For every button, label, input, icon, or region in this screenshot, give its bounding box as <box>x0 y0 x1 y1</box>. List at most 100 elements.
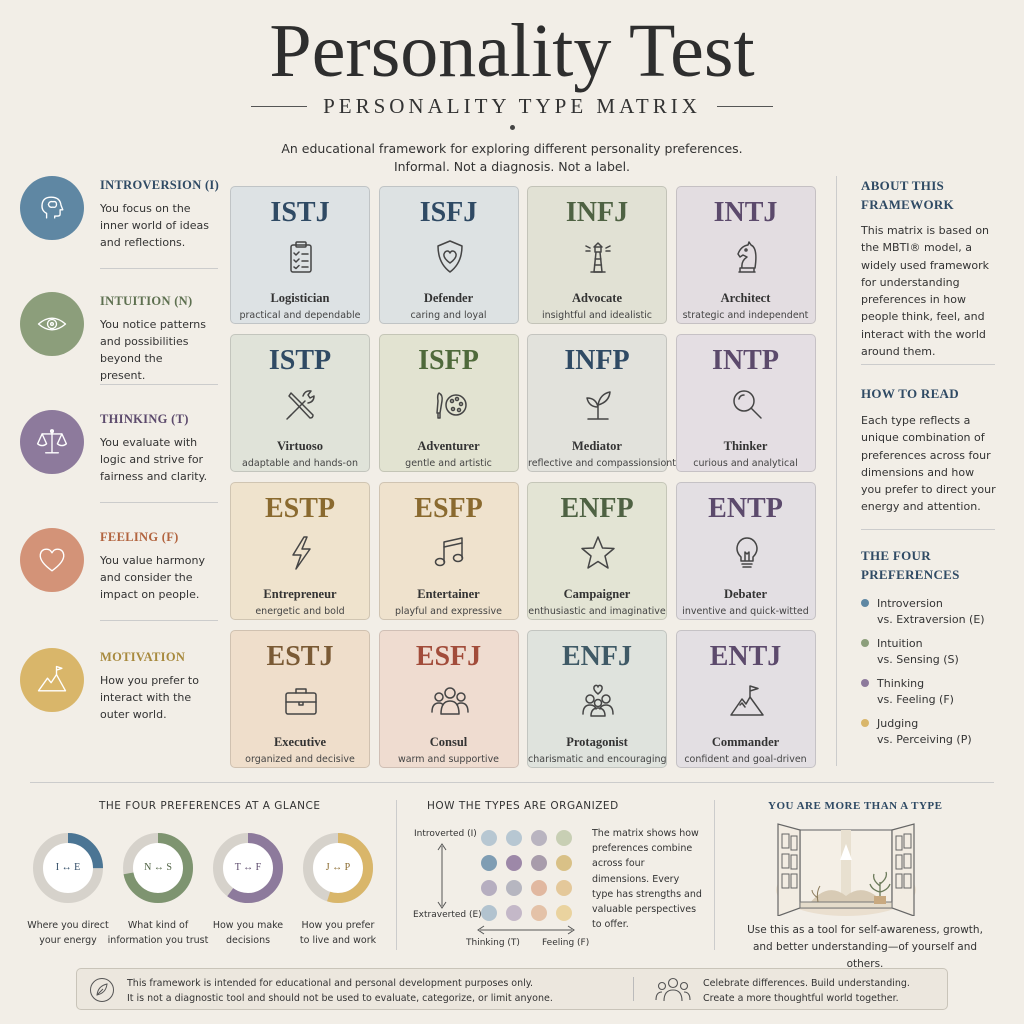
type-card-entp[interactable]: ENTP Debater inventive and quick-witted <box>675 482 816 620</box>
donut-chart <box>213 833 283 903</box>
horizontal-axis-arrow <box>477 925 575 935</box>
organized-title: HOW THE TYPES ARE ORGANIZED <box>427 800 619 812</box>
type-dot <box>481 905 497 921</box>
type-card-estp[interactable]: ESTP Entrepreneur energetic and bold <box>230 482 370 620</box>
donut-caption-line-2: information you trust <box>107 935 209 946</box>
type-code: ENTP <box>708 493 783 524</box>
about-text: This matrix is based on the MBTI® model,… <box>861 224 990 359</box>
four-prefs-title-line-1: THE FOUR <box>861 548 931 563</box>
type-card-istp[interactable]: ISTP Virtuoso adaptable and hands-on <box>230 334 370 472</box>
four-pref-a: Thinking <box>877 677 925 690</box>
type-name: Logistician <box>270 291 330 305</box>
type-dot <box>531 830 547 846</box>
four-pref-a: Intuition <box>877 637 923 650</box>
type-code: ISTP <box>268 345 332 376</box>
four-pref-a: Introversion <box>877 597 943 610</box>
pref-desc: You focus on the inner world of ideas an… <box>100 202 209 249</box>
briefcase-icon <box>281 681 321 721</box>
donut-caption: How you prefer to live and work <box>283 918 393 948</box>
type-card-esfj[interactable]: ESFJ Consul warm and supportive <box>378 630 519 768</box>
type-dot <box>556 905 572 921</box>
donut-caption-line-1: What kind of <box>127 920 189 931</box>
bottom-divider-1 <box>396 800 397 950</box>
type-code: INTJ <box>713 197 778 228</box>
donut-caption: How you make decisions <box>193 918 303 948</box>
type-dot <box>506 905 522 921</box>
pref-item: FEELING (F) You value harmony and conside… <box>20 528 218 628</box>
type-desc: energetic and bold <box>255 606 345 617</box>
pref-desc: You evaluate with logic and strive for f… <box>100 436 208 483</box>
type-card-intp[interactable]: INTP Thinker curious and analytical <box>675 334 816 472</box>
type-name: Campaigner <box>563 587 631 601</box>
type-dot <box>556 880 572 896</box>
type-name: Protagonist <box>566 735 628 749</box>
type-dot <box>506 855 522 871</box>
subtitle-rule-left <box>251 106 308 107</box>
footer-divider <box>633 977 634 1001</box>
leaf-icon <box>90 978 114 1002</box>
pref-divider <box>100 620 218 621</box>
more-caption: Use this as a tool for self-awareness, g… <box>740 922 990 973</box>
glance-title: THE FOUR PREFERENCES AT A GLANCE <box>99 800 321 812</box>
type-name: Defender <box>423 291 474 305</box>
type-card-entj[interactable]: ENTJ Commander confident and goal-driven <box>675 630 816 768</box>
type-name: Consul <box>429 735 468 749</box>
axis-label-extraverted: Extraverted (E) <box>413 910 482 920</box>
type-dot <box>481 880 497 896</box>
type-desc: warm and supportive <box>397 754 500 765</box>
scales-icon <box>34 424 70 460</box>
eye-icon <box>34 306 70 342</box>
type-desc: reflective and compassionsionte <box>528 458 682 469</box>
pref-circle <box>20 292 84 356</box>
type-name: Advocate <box>572 291 622 305</box>
type-card-infj[interactable]: INFJ Advocate insightful and idealistic <box>527 186 667 324</box>
more-title: YOU ARE MORE THAN A TYPE <box>768 800 943 812</box>
type-card-enfj[interactable]: ENFJ Protagonist charismatic and encouragi… <box>527 630 667 768</box>
chess-knight-icon <box>727 237 767 277</box>
tools-icon <box>281 385 321 425</box>
type-card-isfj[interactable]: ISFJ Defender caring and loyal <box>378 186 519 324</box>
type-code: ISTJ <box>270 197 330 228</box>
type-code: ENFJ <box>562 641 632 672</box>
donut-caption-line-1: Where you direct <box>27 920 109 931</box>
type-name: Entertainer <box>417 587 480 601</box>
intro-line-1: An educational framework for exploring d… <box>281 141 743 156</box>
type-desc: curious and analytical <box>693 458 798 469</box>
pref-circle <box>20 528 84 592</box>
summit-flag-icon <box>727 681 767 721</box>
type-card-istj[interactable]: ISTJ Logistician practical and dependable <box>230 186 370 324</box>
about-title: ABOUT THIS FRAMEWORK <box>861 176 954 214</box>
four-pref-b: vs. Extraversion (E) <box>877 613 985 626</box>
type-card-intj[interactable]: INTJ Architect strategic and independent <box>675 186 816 324</box>
pref-title: INTUITION (N) <box>100 294 193 308</box>
four-pref-line-1: Introversion <box>861 596 1001 612</box>
type-desc: strategic and independent <box>682 310 809 321</box>
bottom-divider <box>30 782 994 783</box>
type-card-infp[interactable]: INFP Mediator reflective and compassionsio… <box>527 334 682 472</box>
four-pref-line-1: Intuition <box>861 636 1001 652</box>
type-card-enfp[interactable]: ENFP Campaigner enthusiastic and imaginati… <box>527 482 667 620</box>
pref-divider <box>100 384 218 385</box>
donut-caption-line-1: How you make <box>212 920 284 931</box>
subtitle-rule-right <box>716 106 773 107</box>
footer-disclaimer-line-1: This framework is intended for education… <box>127 978 534 989</box>
pref-circle <box>20 176 84 240</box>
four-pref-b: vs. Perceiving (P) <box>877 733 972 746</box>
type-dot <box>531 855 547 871</box>
footer-disclaimer: This framework is intended for education… <box>127 976 553 1006</box>
footer-message-line-2: Create a more thoughtful world together. <box>703 993 899 1004</box>
type-desc: enthusiastic and imaginative <box>528 606 666 617</box>
type-card-estj[interactable]: ESTJ Executive organized and decisive <box>230 630 370 768</box>
group-heart-icon <box>578 681 618 721</box>
type-dot <box>506 830 522 846</box>
axis-label-feeling: Feeling (F) <box>542 938 590 948</box>
star-icon <box>578 533 618 573</box>
howto-divider <box>861 529 995 530</box>
type-desc: gentle and artistic <box>405 458 492 469</box>
pref-divider <box>100 502 218 503</box>
type-card-esfp[interactable]: ESFP Entertainer playful and expressive <box>378 482 519 620</box>
type-card-isfp[interactable]: ISFP Adventurer gentle and artistic <box>378 334 519 472</box>
bullet-dot <box>861 639 869 647</box>
four-pref-line-1: Judging <box>861 716 1001 732</box>
subtitle-dot <box>510 125 515 130</box>
